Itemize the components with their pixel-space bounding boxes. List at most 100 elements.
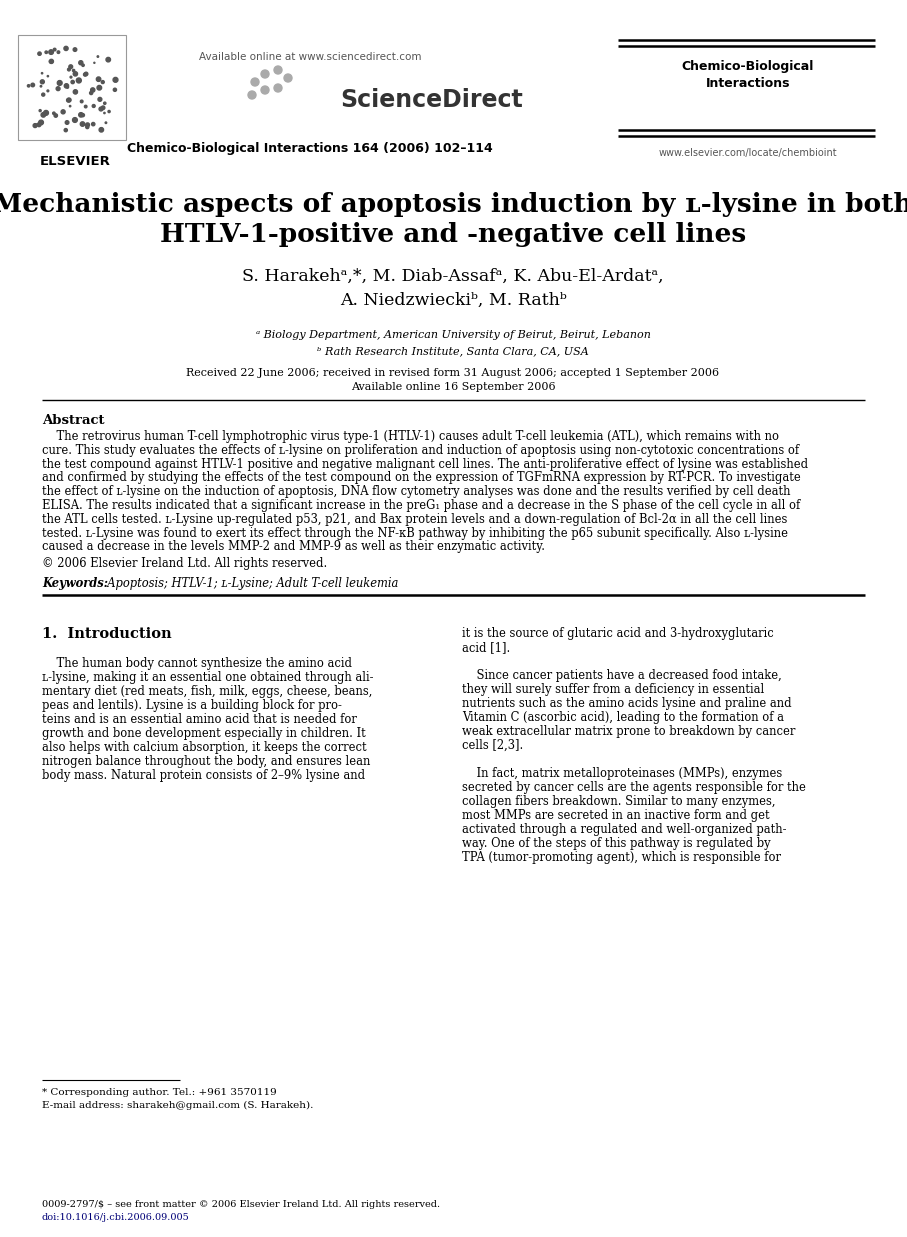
Circle shape — [36, 59, 39, 63]
Circle shape — [58, 108, 60, 109]
Circle shape — [69, 129, 73, 134]
Circle shape — [47, 47, 52, 51]
Circle shape — [59, 80, 61, 83]
Text: Available online at www.sciencedirect.com: Available online at www.sciencedirect.co… — [199, 52, 421, 62]
Text: collagen fibers breakdown. Similar to many enzymes,: collagen fibers breakdown. Similar to ma… — [462, 795, 775, 808]
Text: nitrogen balance throughout the body, and ensures lean: nitrogen balance throughout the body, an… — [42, 756, 370, 768]
Circle shape — [248, 92, 256, 99]
Text: tested. ʟ-Lysine was found to exert its effect through the NF-κB pathway by inhi: tested. ʟ-Lysine was found to exert its … — [42, 527, 788, 539]
Circle shape — [108, 130, 111, 132]
Circle shape — [29, 48, 34, 53]
Text: ᵇ Rath Research Institute, Santa Clara, CA, USA: ᵇ Rath Research Institute, Santa Clara, … — [317, 346, 589, 356]
Text: cure. This study evaluates the effects of ʟ-lysine on proliferation and inductio: cure. This study evaluates the effects o… — [42, 444, 799, 456]
Text: doi:10.1016/j.cbi.2006.09.005: doi:10.1016/j.cbi.2006.09.005 — [42, 1213, 190, 1222]
Circle shape — [58, 57, 63, 61]
Circle shape — [81, 74, 83, 75]
Circle shape — [97, 59, 100, 63]
Circle shape — [88, 94, 91, 98]
Circle shape — [97, 85, 100, 88]
Text: weak extracellular matrix prone to breakdown by cancer: weak extracellular matrix prone to break… — [462, 725, 795, 738]
Bar — [18, 35, 126, 140]
Circle shape — [89, 80, 93, 84]
Text: Vitamin C (ascorbic acid), leading to the formation of a: Vitamin C (ascorbic acid), leading to th… — [462, 711, 784, 724]
Text: peas and lentils). Lysine is a building block for pro-: peas and lentils). Lysine is a building … — [42, 699, 342, 713]
Circle shape — [71, 89, 75, 94]
Text: Keywords:: Keywords: — [42, 578, 108, 590]
Circle shape — [284, 74, 292, 82]
Circle shape — [75, 74, 80, 78]
Text: The human body cannot synthesize the amino acid: The human body cannot synthesize the ami… — [42, 657, 352, 670]
Circle shape — [82, 85, 85, 89]
Circle shape — [52, 72, 56, 77]
Circle shape — [74, 101, 78, 104]
Circle shape — [51, 101, 55, 106]
Text: ᵃ Biology Department, American University of Beirut, Beirut, Lebanon: ᵃ Biology Department, American Universit… — [256, 330, 650, 340]
Text: In fact, matrix metalloproteinases (MMPs), enzymes: In fact, matrix metalloproteinases (MMPs… — [462, 767, 782, 781]
Circle shape — [84, 80, 89, 85]
Text: teins and is an essential amino acid that is needed for: teins and is an essential amino acid tha… — [42, 714, 356, 726]
Text: 0009-2797/$ – see front matter © 2006 Elsevier Ireland Ltd. All rights reserved.: 0009-2797/$ – see front matter © 2006 El… — [42, 1200, 440, 1209]
Text: body mass. Natural protein consists of 2–9% lysine and: body mass. Natural protein consists of 2… — [42, 769, 366, 782]
Text: they will surely suffer from a deficiency in essential: they will surely suffer from a deficienc… — [462, 683, 765, 696]
Text: the effect of ʟ-lysine on the induction of apoptosis, DNA flow cytometry analyse: the effect of ʟ-lysine on the induction … — [42, 485, 791, 499]
Circle shape — [48, 90, 51, 93]
Text: Abstract: Abstract — [42, 414, 104, 427]
Circle shape — [113, 101, 116, 104]
Text: cells [2,3].: cells [2,3]. — [462, 740, 523, 752]
Text: Chemico-Biological Interactions 164 (2006) 102–114: Chemico-Biological Interactions 164 (200… — [127, 142, 493, 155]
Circle shape — [261, 71, 269, 78]
Circle shape — [93, 113, 95, 115]
Text: Available online 16 September 2006: Available online 16 September 2006 — [351, 382, 555, 392]
Circle shape — [87, 92, 91, 94]
Circle shape — [108, 68, 112, 72]
Circle shape — [67, 87, 71, 90]
Text: © 2006 Elsevier Ireland Ltd. All rights reserved.: © 2006 Elsevier Ireland Ltd. All rights … — [42, 557, 327, 570]
Circle shape — [65, 63, 68, 66]
Text: Apoptosis; HTLV-1; ʟ-Lysine; Adult T-cell leukemia: Apoptosis; HTLV-1; ʟ-Lysine; Adult T-cel… — [100, 578, 398, 590]
Circle shape — [40, 122, 44, 126]
Text: 1.  Introduction: 1. Introduction — [42, 627, 171, 641]
Circle shape — [85, 88, 90, 93]
Text: Received 22 June 2006; received in revised form 31 August 2006; accepted 1 Septe: Received 22 June 2006; received in revis… — [187, 367, 719, 379]
Circle shape — [50, 68, 52, 71]
Circle shape — [86, 64, 91, 69]
Circle shape — [69, 113, 73, 116]
Text: A. Niedzwieckiᵇ, M. Rathᵇ: A. Niedzwieckiᵇ, M. Rathᵇ — [339, 292, 566, 309]
Text: www.elsevier.com/locate/chembioint: www.elsevier.com/locate/chembioint — [658, 148, 837, 158]
Circle shape — [251, 78, 259, 87]
Text: activated through a regulated and well-organized path-: activated through a regulated and well-o… — [462, 823, 786, 836]
Circle shape — [56, 103, 58, 105]
Text: TPA (tumor-promoting agent), which is responsible for: TPA (tumor-promoting agent), which is re… — [462, 851, 781, 865]
Text: acid [1].: acid [1]. — [462, 641, 511, 654]
Text: and confirmed by studying the effects of the test compound on the expression of : and confirmed by studying the effects of… — [42, 471, 801, 485]
Text: nutrients such as the amino acids lysine and praline and: nutrients such as the amino acids lysine… — [462, 698, 792, 710]
Circle shape — [67, 130, 71, 134]
Circle shape — [68, 126, 72, 130]
Circle shape — [34, 109, 38, 114]
Circle shape — [86, 125, 88, 126]
Circle shape — [52, 78, 55, 82]
Circle shape — [85, 82, 90, 87]
Text: secreted by cancer cells are the agents responsible for the: secreted by cancer cells are the agents … — [462, 782, 806, 794]
Circle shape — [105, 62, 107, 64]
Text: Since cancer patients have a decreased food intake,: Since cancer patients have a decreased f… — [462, 669, 782, 682]
Circle shape — [36, 103, 40, 108]
Text: the ATL cells tested. ʟ-Lysine up-regulated p53, p21, and Bax protein levels and: the ATL cells tested. ʟ-Lysine up-regula… — [42, 513, 787, 526]
Circle shape — [49, 122, 53, 126]
Circle shape — [274, 66, 282, 74]
Circle shape — [110, 111, 114, 116]
Circle shape — [71, 87, 73, 88]
Text: caused a decrease in the levels MMP-2 and MMP-9 as well as their enzymatic activ: caused a decrease in the levels MMP-2 an… — [42, 541, 545, 553]
Text: E-mail address: sharakeh@gmail.com (S. Harakeh).: E-mail address: sharakeh@gmail.com (S. H… — [42, 1101, 314, 1110]
Text: S. Harakehᵃ,*, M. Diab-Assafᵃ, K. Abu-El-Ardatᵃ,: S. Harakehᵃ,*, M. Diab-Assafᵃ, K. Abu-El… — [242, 268, 664, 285]
Circle shape — [73, 66, 75, 68]
Circle shape — [73, 79, 75, 82]
Circle shape — [51, 80, 54, 84]
Text: The retrovirus human T-cell lymphotrophic virus type-1 (HTLV-1) causes adult T-c: The retrovirus human T-cell lymphotrophi… — [42, 430, 779, 443]
Circle shape — [55, 69, 60, 74]
Circle shape — [30, 53, 33, 56]
Circle shape — [77, 64, 79, 66]
Circle shape — [84, 130, 86, 131]
Circle shape — [110, 113, 112, 114]
Circle shape — [49, 51, 54, 54]
